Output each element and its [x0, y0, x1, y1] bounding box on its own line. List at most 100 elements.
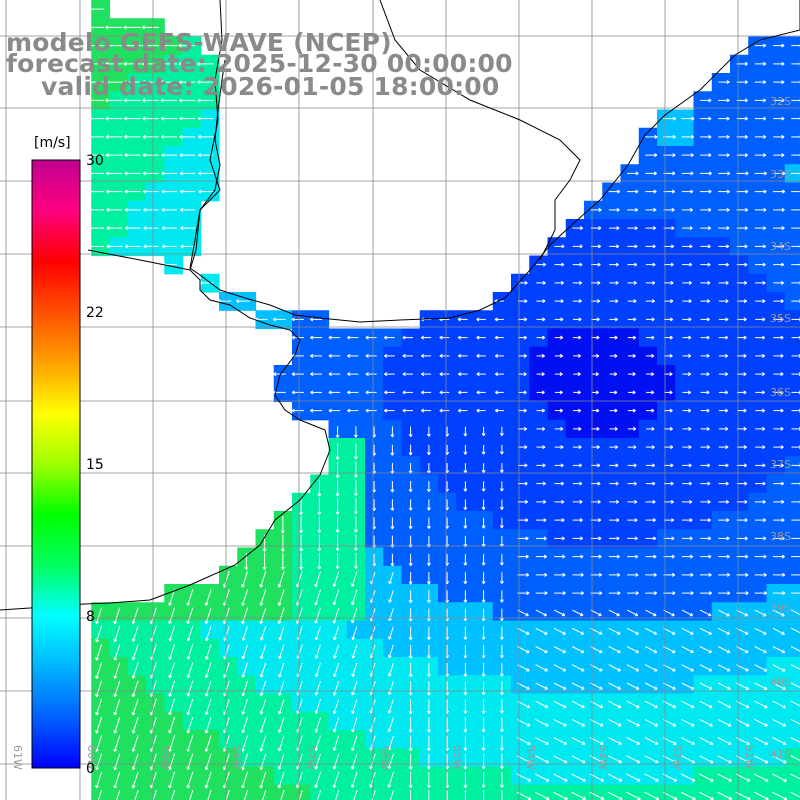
- wind-arrow-head: [743, 372, 747, 377]
- wind-arrow-head: [633, 426, 637, 431]
- wind-arrow-head: [198, 153, 202, 158]
- wind-arrow-head: [317, 493, 322, 497]
- wind-arrow-head: [635, 554, 639, 559]
- wind-arrow-head: [545, 778, 550, 782]
- wind-arrow-head: [671, 536, 675, 541]
- wind-arrow-head: [481, 433, 486, 437]
- wind-arrow-head: [781, 43, 785, 48]
- wind-arrow-head: [559, 408, 563, 413]
- wind-arrow: [699, 737, 714, 745]
- wind-arrow-head: [562, 667, 567, 672]
- wind-arrow-head: [762, 463, 766, 468]
- wind-arrow: [790, 791, 800, 798]
- wind-arrow-head: [332, 747, 337, 751]
- wind-arrow-head: [463, 710, 468, 714]
- wind-arrow-head: [463, 525, 468, 529]
- wind-arrow-head: [561, 536, 565, 541]
- wind-arrow-head: [499, 692, 504, 696]
- wind-arrow: [571, 755, 586, 764]
- wind-arrow-head: [724, 372, 729, 377]
- wind-arrow: [168, 698, 176, 716]
- wind-arrow-head: [744, 244, 748, 249]
- wind-arrow-head: [481, 784, 486, 788]
- wind-arrow-head: [579, 280, 583, 285]
- wind-arrow-head: [421, 372, 425, 377]
- wind-arrow: [223, 753, 230, 770]
- wind-arrow: [699, 664, 712, 672]
- wind-arrow-head: [420, 335, 425, 340]
- wind-arrow-head: [463, 451, 468, 455]
- wind-arrow-head: [745, 649, 749, 654]
- wind-arrow-head: [545, 723, 549, 727]
- wind-arrow-head: [499, 747, 504, 751]
- wind-arrow-head: [544, 686, 549, 690]
- wind-arrow: [333, 735, 340, 751]
- wind-arrow-head: [744, 481, 748, 486]
- wind-arrow-head: [545, 741, 549, 745]
- wind-arrow-head: [651, 445, 655, 450]
- wind-arrow-head: [652, 518, 656, 523]
- wind-arrow-head: [142, 80, 146, 85]
- wind-arrow-head: [614, 353, 618, 358]
- wind-arrow: [772, 791, 787, 800]
- wind-arrow: [717, 737, 732, 745]
- wind-arrow-head: [781, 613, 785, 617]
- wind-arrow-head: [707, 226, 712, 231]
- wind-arrow: [699, 791, 714, 800]
- wind-arrow: [644, 755, 659, 764]
- wind-cell: [784, 784, 800, 800]
- wind-arrow: [608, 609, 620, 616]
- wind-arrow-head: [523, 353, 527, 358]
- wind-arrow-head: [335, 493, 340, 497]
- wind-arrow-head: [365, 390, 369, 395]
- wind-arrow: [663, 627, 676, 635]
- wind-arrow-head: [708, 591, 712, 596]
- wind-arrow: [150, 625, 157, 642]
- wind-arrow-head: [562, 649, 567, 654]
- wind-arrow: [132, 644, 139, 661]
- wind-arrow-head: [690, 572, 694, 577]
- wind-arrow: [608, 718, 622, 727]
- wind-arrow-head: [762, 280, 766, 285]
- wind-arrow-head: [463, 470, 468, 474]
- wind-arrow-head: [426, 488, 431, 492]
- wind-arrow: [626, 664, 639, 672]
- wind-arrow-head: [781, 189, 786, 194]
- wind-arrow-head: [131, 766, 136, 771]
- wind-arrow-head: [709, 723, 713, 727]
- wind-arrow-head: [636, 723, 640, 727]
- wind-arrow-head: [131, 638, 136, 642]
- colorbar-tick-label: 0: [86, 761, 95, 777]
- wind-arrow-head: [88, 244, 92, 249]
- wind-arrow-head: [291, 408, 295, 413]
- wind-arrow: [262, 790, 267, 800]
- wind-arrow-head: [671, 631, 676, 635]
- wind-arrow-head: [544, 631, 548, 635]
- wind-arrow-head: [746, 778, 751, 782]
- wind-arrow-head: [105, 61, 109, 66]
- wind-arrow-head: [277, 747, 282, 752]
- wind-arrow-head: [577, 390, 581, 395]
- wind-arrow-head: [351, 691, 356, 696]
- wind-arrow-head: [579, 481, 583, 486]
- wind-arrow-head: [651, 353, 655, 358]
- wind-arrow: [681, 627, 694, 635]
- wind-arrow-head: [762, 499, 766, 504]
- wind-arrow: [296, 717, 303, 733]
- wind-arrow: [333, 571, 340, 587]
- wind-arrow-head: [745, 189, 749, 194]
- wind-arrow-head: [310, 335, 314, 340]
- wind-arrow-head: [635, 631, 639, 635]
- wind-arrow: [571, 773, 586, 782]
- wind-arrow-head: [560, 317, 564, 322]
- wind-arrow-head: [780, 390, 784, 395]
- wind-arrow-head: [527, 759, 531, 764]
- wind-arrow: [297, 644, 303, 659]
- wind-arrow-head: [186, 730, 191, 734]
- wind-arrow-head: [580, 536, 584, 541]
- wind-arrow-head: [727, 704, 731, 709]
- wind-arrow-head: [690, 686, 695, 690]
- wind-arrow: [132, 698, 139, 716]
- wind-arrow-head: [161, 207, 165, 212]
- wind-arrow: [351, 753, 358, 770]
